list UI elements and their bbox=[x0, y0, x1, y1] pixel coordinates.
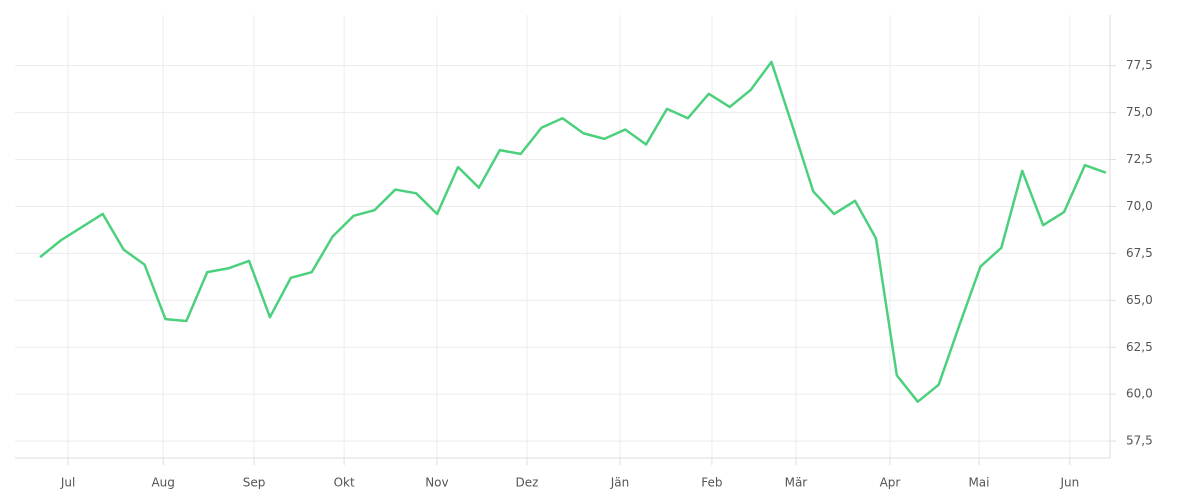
y-tick-label: 60,0 bbox=[1126, 387, 1153, 401]
x-tick-label: Mai bbox=[968, 476, 989, 490]
y-tick-label: 72,5 bbox=[1126, 152, 1153, 166]
x-tick-label: Sep bbox=[243, 476, 266, 490]
x-tick-label: Nov bbox=[425, 476, 448, 490]
x-tick-label: Feb bbox=[701, 476, 722, 490]
x-tick-label: Mär bbox=[785, 476, 808, 490]
x-tick-label: Apr bbox=[880, 476, 901, 490]
x-tick-label: Aug bbox=[151, 476, 174, 490]
y-tick-label: 77,5 bbox=[1126, 58, 1153, 72]
y-tick-label: 65,0 bbox=[1126, 293, 1153, 307]
y-tick-label: 70,0 bbox=[1126, 199, 1153, 213]
data-line bbox=[39, 60, 1107, 403]
y-tick-label: 67,5 bbox=[1126, 246, 1153, 260]
x-tick-label: Dez bbox=[516, 476, 539, 490]
y-tick-label: 57,5 bbox=[1126, 434, 1153, 448]
y-tick-label: 62,5 bbox=[1126, 340, 1153, 354]
x-tick-label: Jul bbox=[60, 476, 75, 490]
x-tick-label: Jun bbox=[1060, 476, 1080, 490]
y-tick-label: 75,0 bbox=[1126, 105, 1153, 119]
x-tick-label: Jän bbox=[610, 476, 630, 490]
x-tick-label: Okt bbox=[334, 476, 355, 490]
